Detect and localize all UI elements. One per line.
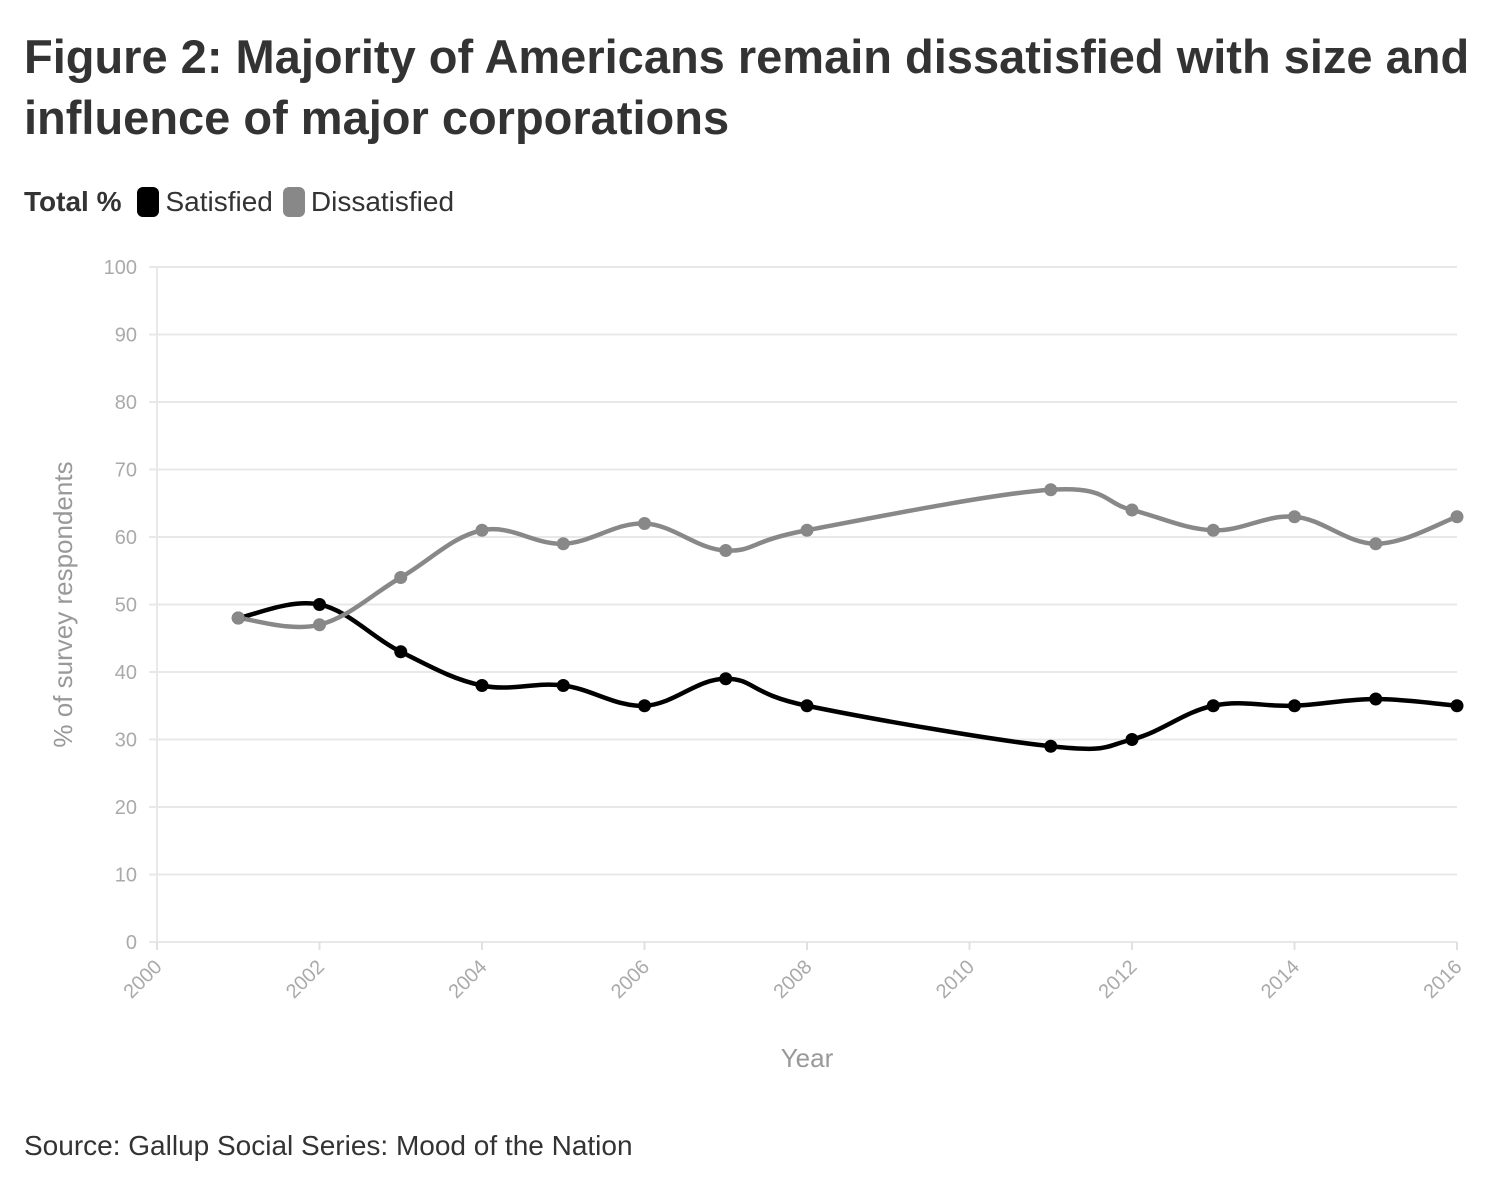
- data-point-satisfied: [1044, 739, 1058, 753]
- x-tick-label: 2004: [445, 956, 492, 1003]
- series-points: [231, 483, 1464, 753]
- data-point-satisfied: [638, 699, 651, 713]
- data-point-dissatisfied: [556, 537, 570, 551]
- data-point-satisfied: [1450, 699, 1464, 713]
- grid-lines: [149, 266, 1457, 943]
- legend: Total % Satisfied Dissatisfied: [24, 182, 464, 222]
- data-point-dissatisfied: [231, 611, 245, 625]
- data-point-satisfied: [1288, 699, 1301, 713]
- x-tick-label: 2000: [120, 956, 167, 1003]
- legend-swatch-dissatisfied: [282, 187, 305, 217]
- data-point-dissatisfied: [1044, 483, 1058, 497]
- data-point-satisfied: [475, 679, 489, 692]
- y-tick-label: 40: [115, 662, 137, 684]
- x-tick-label: 2006: [607, 956, 654, 1003]
- y-tick-label: 0: [126, 932, 137, 954]
- series-line-dissatisfied: [236, 486, 1460, 630]
- data-point-satisfied: [394, 645, 408, 659]
- data-point-dissatisfied: [1125, 503, 1139, 517]
- legend-item-satisfied: Satisfied: [137, 186, 273, 218]
- y-tick-label: 10: [115, 865, 137, 887]
- y-tick-label: 90: [115, 325, 137, 347]
- y-tick-label: 70: [115, 460, 137, 482]
- data-point-satisfied: [556, 679, 570, 692]
- data-point-satisfied: [800, 699, 814, 713]
- x-tick-label: 2014: [1257, 956, 1304, 1003]
- legend-title: Total %: [24, 186, 122, 217]
- x-tick-label: 2008: [770, 956, 817, 1003]
- x-axis-title: Year: [781, 1043, 834, 1073]
- data-point-dissatisfied: [800, 523, 814, 537]
- legend-item-dissatisfied: Dissatisfied: [282, 186, 455, 218]
- data-point-satisfied: [1369, 692, 1383, 706]
- data-point-dissatisfied: [313, 618, 326, 632]
- axes: 0 10 20 30 40 50 60 70 80 90 100 2000 2002 2004 2006 20…: [104, 257, 1467, 1003]
- y-tick-label: 100: [104, 257, 137, 279]
- x-tick-label: 2010: [932, 956, 979, 1003]
- y-axis-title: % of survey respondents: [48, 461, 78, 747]
- legend-swatch-satisfied: [137, 187, 160, 217]
- data-point-satisfied: [719, 672, 733, 686]
- data-point-dissatisfied: [719, 544, 733, 557]
- y-tick-label: 80: [115, 392, 137, 414]
- legend-label-satisfied: Satisfied: [165, 186, 273, 217]
- data-point-satisfied: [1206, 699, 1220, 713]
- data-point-dissatisfied: [1288, 510, 1301, 524]
- data-point-dissatisfied: [1369, 537, 1383, 551]
- data-point-dissatisfied: [475, 523, 489, 537]
- series-line-satisfied: [236, 601, 1460, 752]
- x-tick-label: 2012: [1095, 956, 1142, 1003]
- data-point-dissatisfied: [1206, 523, 1220, 537]
- series-lines: [236, 486, 1460, 752]
- x-tick-label: 2016: [1420, 956, 1467, 1003]
- y-tick-label: 60: [115, 527, 137, 549]
- y-tick-label: 30: [115, 730, 137, 752]
- data-point-dissatisfied: [1450, 510, 1464, 524]
- data-point-dissatisfied: [638, 517, 651, 530]
- data-point-satisfied: [1125, 733, 1139, 746]
- legend-label-dissatisfied: Dissatisfied: [310, 186, 455, 217]
- line-chart: 0 10 20 30 40 50 60 70 80 90 100 2000 2002 2004 2006 20…: [48, 257, 1467, 1073]
- chart-title: Figure 2: Majority of Americans remain d…: [24, 30, 1470, 144]
- data-point-satisfied: [313, 598, 326, 611]
- y-tick-label: 20: [115, 797, 137, 819]
- source-note: Source: Gallup Social Series: Mood of th…: [24, 1130, 633, 1161]
- y-tick-label: 50: [115, 595, 137, 617]
- x-tick-label: 2002: [282, 956, 329, 1003]
- data-point-dissatisfied: [394, 571, 408, 584]
